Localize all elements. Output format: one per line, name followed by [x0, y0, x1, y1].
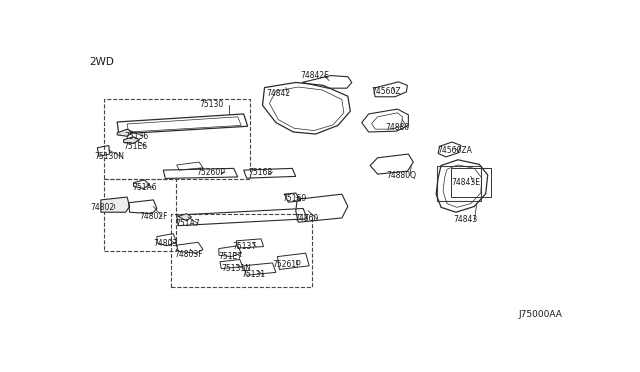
- Text: 74843: 74843: [453, 215, 477, 224]
- Text: 74560ZA: 74560ZA: [437, 146, 472, 155]
- Text: 751A6: 751A6: [132, 183, 157, 192]
- Text: 751A7: 751A7: [175, 219, 200, 228]
- Text: 2WD: 2WD: [89, 57, 114, 67]
- Text: 75130: 75130: [199, 100, 223, 109]
- Text: 75261P: 75261P: [273, 260, 301, 269]
- Text: 74842: 74842: [266, 89, 290, 98]
- Text: 74803F: 74803F: [174, 250, 203, 259]
- Polygon shape: [124, 137, 140, 144]
- Text: 74802: 74802: [90, 203, 114, 212]
- Polygon shape: [117, 129, 132, 136]
- Text: 75130N: 75130N: [94, 152, 124, 161]
- Text: 74802F: 74802F: [140, 212, 168, 221]
- Text: 74880Q: 74880Q: [387, 171, 417, 180]
- Bar: [171, 214, 312, 287]
- Text: 74880: 74880: [385, 123, 409, 132]
- Text: 75131N: 75131N: [221, 264, 252, 273]
- Text: 751E7: 751E7: [218, 252, 242, 261]
- Text: 74842E: 74842E: [301, 71, 330, 80]
- Text: 75260P: 75260P: [196, 168, 225, 177]
- Text: J75000AA: J75000AA: [518, 310, 562, 319]
- Polygon shape: [178, 214, 191, 221]
- Bar: [451, 169, 491, 197]
- Bar: [437, 166, 481, 201]
- Text: 75169: 75169: [282, 194, 307, 203]
- Text: 75136: 75136: [125, 132, 149, 141]
- Text: 74803: 74803: [154, 239, 178, 248]
- Text: 75137: 75137: [233, 242, 257, 251]
- Text: 74860: 74860: [294, 214, 319, 223]
- Text: 75131: 75131: [242, 270, 266, 279]
- Bar: [104, 179, 176, 251]
- Text: 751E6: 751E6: [124, 142, 148, 151]
- Polygon shape: [101, 197, 129, 212]
- Text: 74843E: 74843E: [451, 178, 480, 187]
- Bar: [104, 99, 250, 179]
- Text: 74560Z: 74560Z: [372, 87, 401, 96]
- Text: 75168: 75168: [249, 168, 273, 177]
